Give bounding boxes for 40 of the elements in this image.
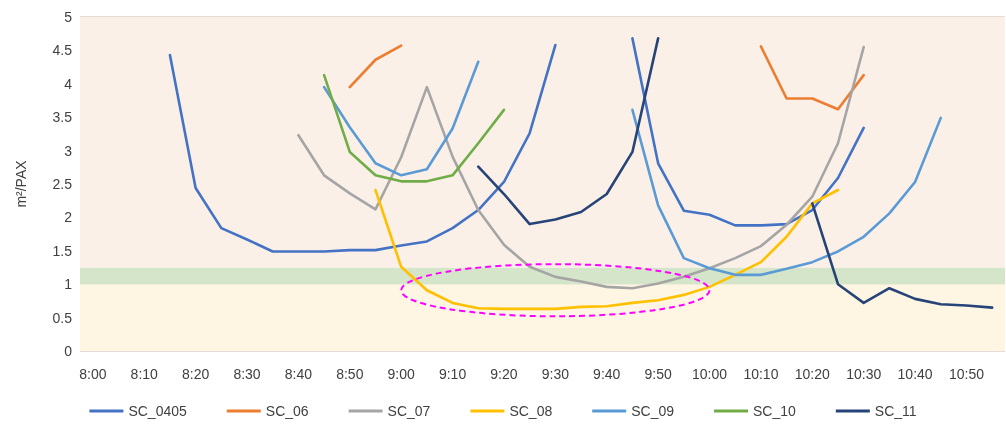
legend-label: SC_07 [387, 403, 431, 419]
y-tick-label: 3 [64, 142, 73, 159]
legend-label: SC_11 [874, 403, 917, 419]
line-series [322, 73, 506, 183]
y-tick-label: 0 [64, 343, 73, 359]
y-tick-label: 0.5 [52, 309, 73, 326]
y-tick-label: 3.5 [52, 109, 73, 126]
y-tick-label: 1 [64, 276, 73, 293]
x-tick-label: 10:40 [897, 366, 933, 382]
x-tick-label: 10:20 [794, 366, 831, 382]
x-tick-label: 9:50 [644, 366, 672, 382]
x-tick-label: 9:20 [490, 366, 518, 382]
y-tick-label: 5 [64, 9, 73, 25]
legend-label: SC_09 [631, 403, 675, 419]
x-tick-label: 9:10 [438, 366, 467, 382]
x-tick-label: 8:20 [182, 366, 210, 382]
y-tick-label: 2 [64, 209, 73, 226]
x-tick-label: 8:10 [130, 366, 159, 382]
y-tick-label: 2.5 [52, 176, 73, 192]
x-tick-label: 8:40 [284, 366, 313, 382]
x-tick-label: 10:50 [948, 366, 985, 382]
x-tick-label: 10:10 [743, 366, 779, 382]
x-tick-label: 8:50 [336, 366, 364, 382]
y-tick-label: 4 [64, 75, 73, 92]
x-tick-label: 9:00 [387, 366, 416, 382]
x-tick-label: 10:00 [691, 366, 728, 382]
legend-label: SC_06 [265, 403, 309, 419]
x-tick-label: 10:30 [846, 366, 882, 382]
line-series [297, 45, 865, 290]
y-tick-label: 4.5 [52, 42, 73, 59]
y-axis-title: m²/PAX [13, 159, 29, 208]
y-tick-label: 1.5 [52, 242, 73, 259]
x-tick-label: 9:30 [541, 366, 570, 382]
legend-label: SC_10 [753, 403, 797, 419]
x-tick-label: 8:30 [233, 366, 261, 382]
line-series [374, 188, 840, 311]
legend-label: SC_0405 [128, 403, 187, 419]
legend-label: SC_08 [509, 403, 553, 419]
x-tick-label: 9:40 [593, 366, 621, 382]
x-tick-label: 8:00 [79, 366, 107, 382]
